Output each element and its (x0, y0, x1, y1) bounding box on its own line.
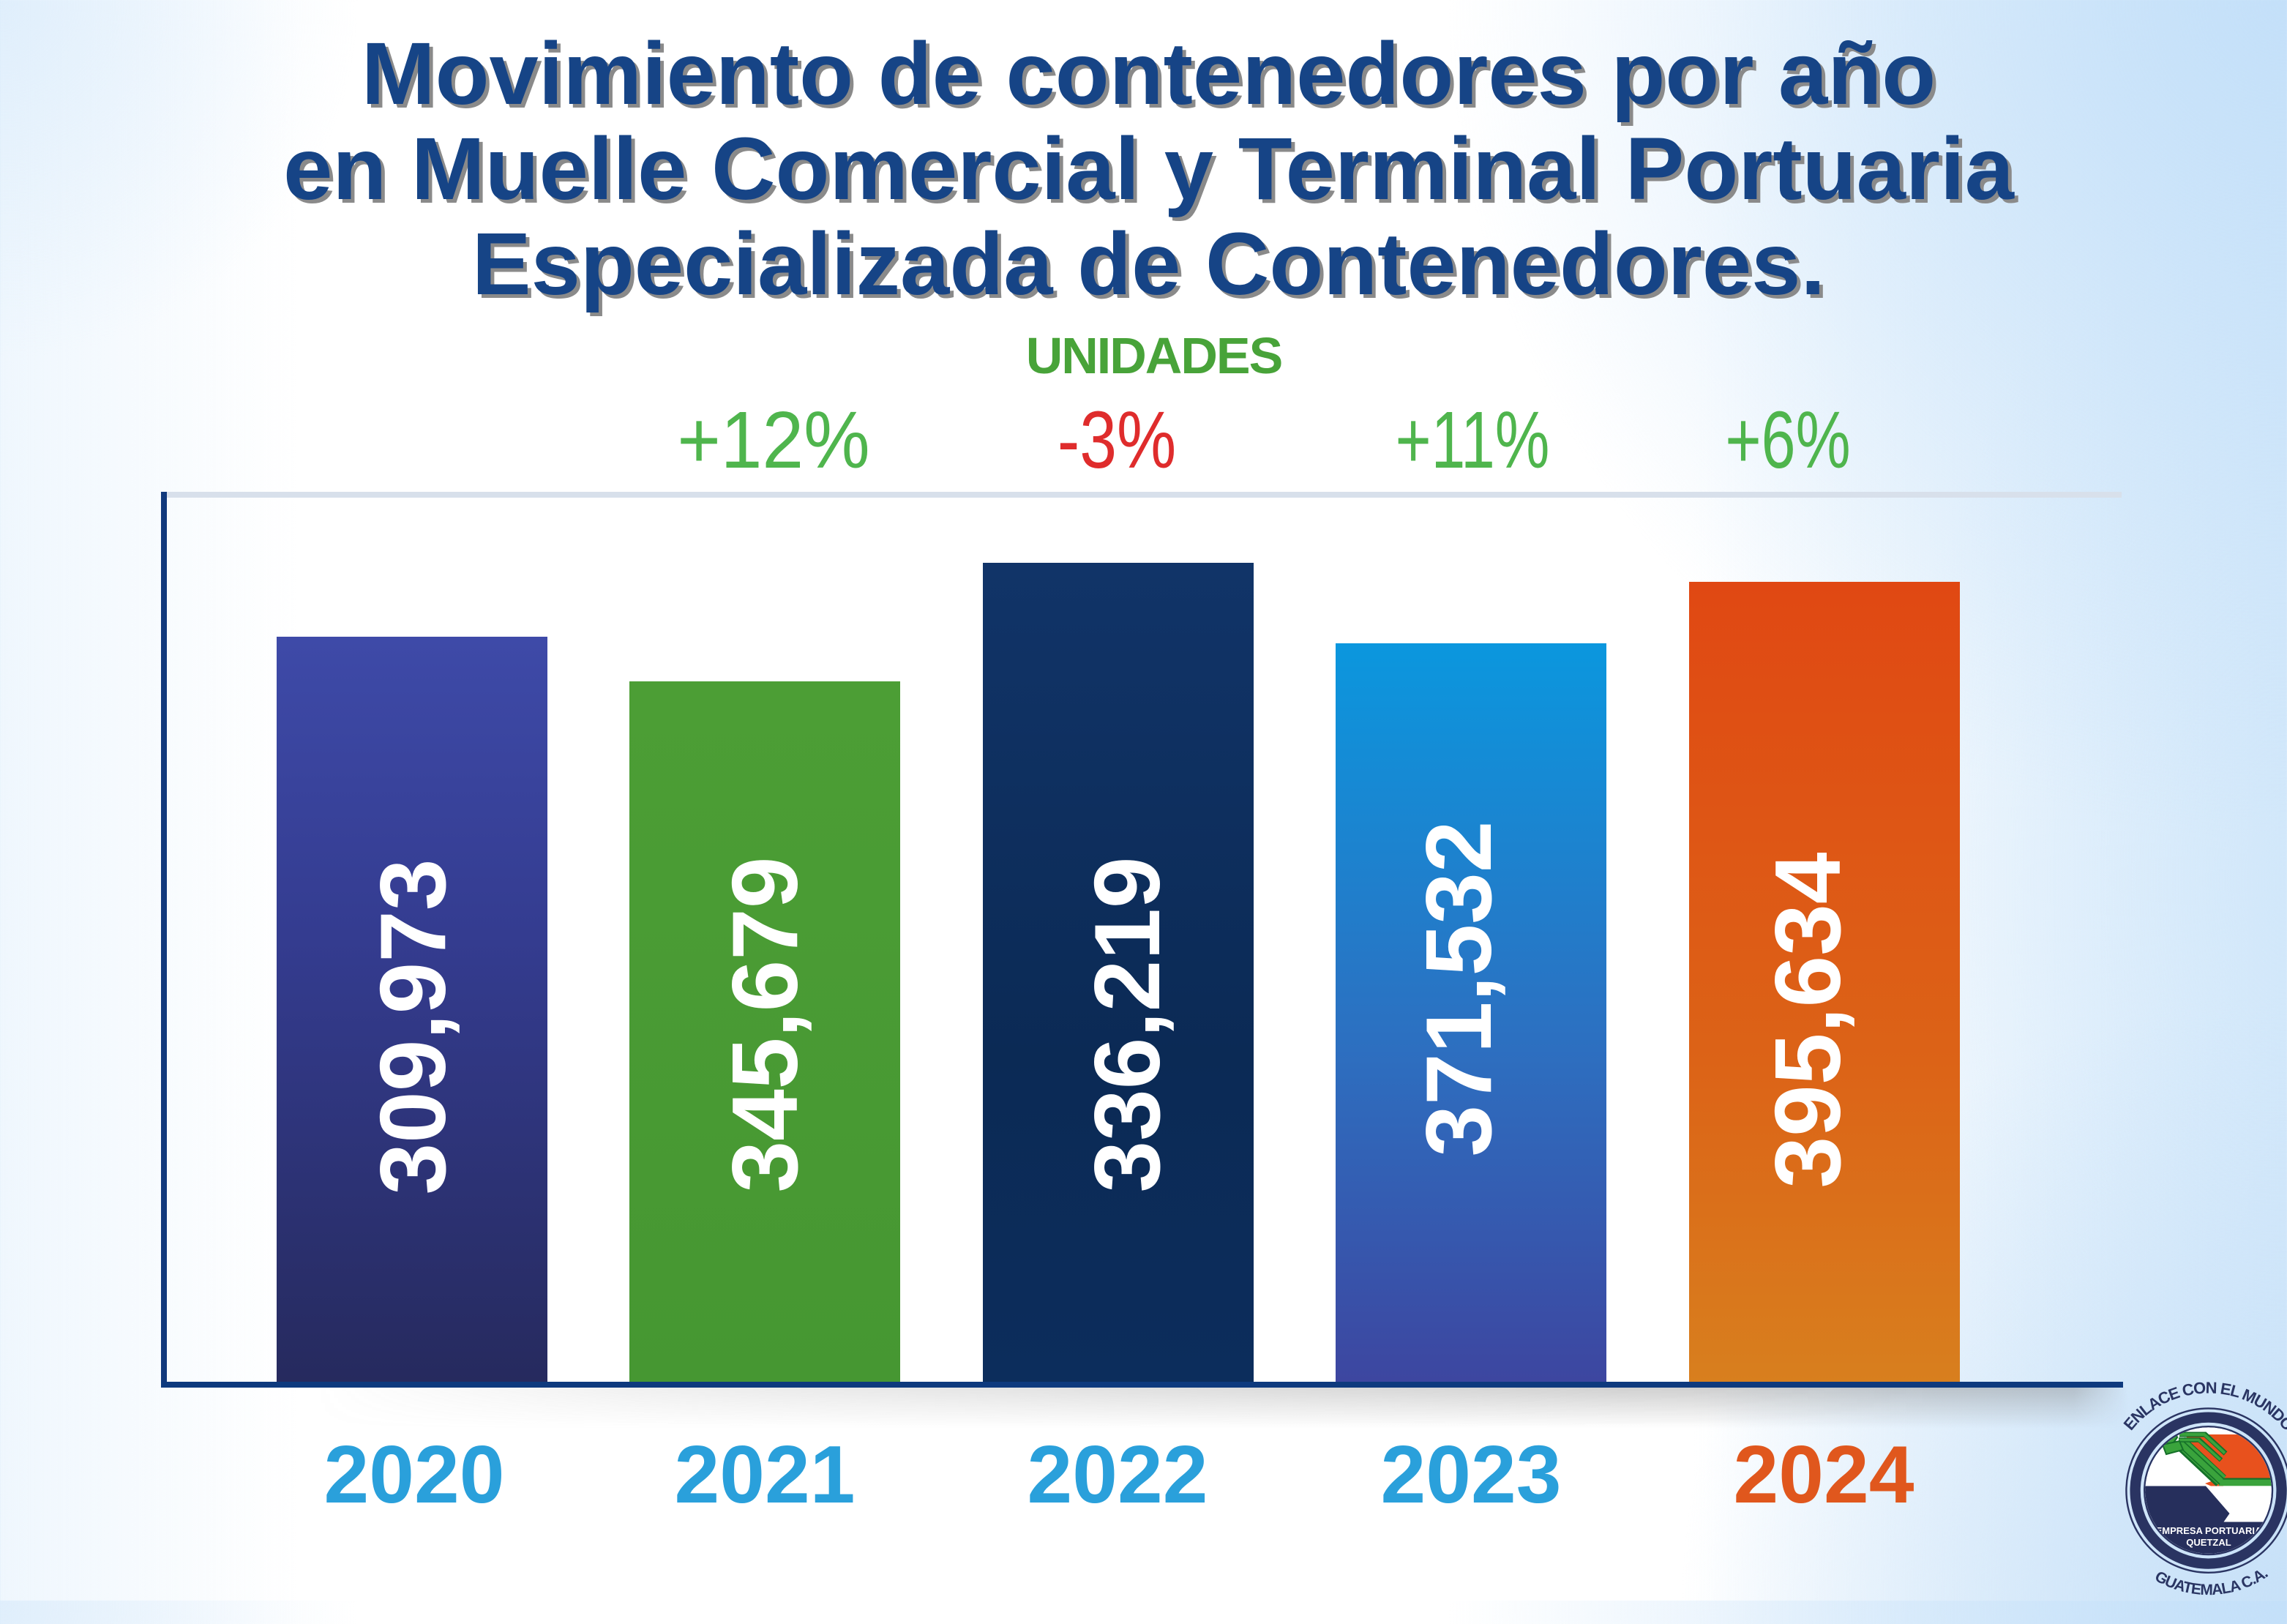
svg-text:QUETZAL: QUETZAL (2186, 1537, 2231, 1548)
svg-text:GUATEMALA C.A.: GUATEMALA C.A. (2152, 1565, 2271, 1598)
svg-text:EMPRESA PORTUARIA: EMPRESA PORTUARIA (2156, 1525, 2262, 1536)
